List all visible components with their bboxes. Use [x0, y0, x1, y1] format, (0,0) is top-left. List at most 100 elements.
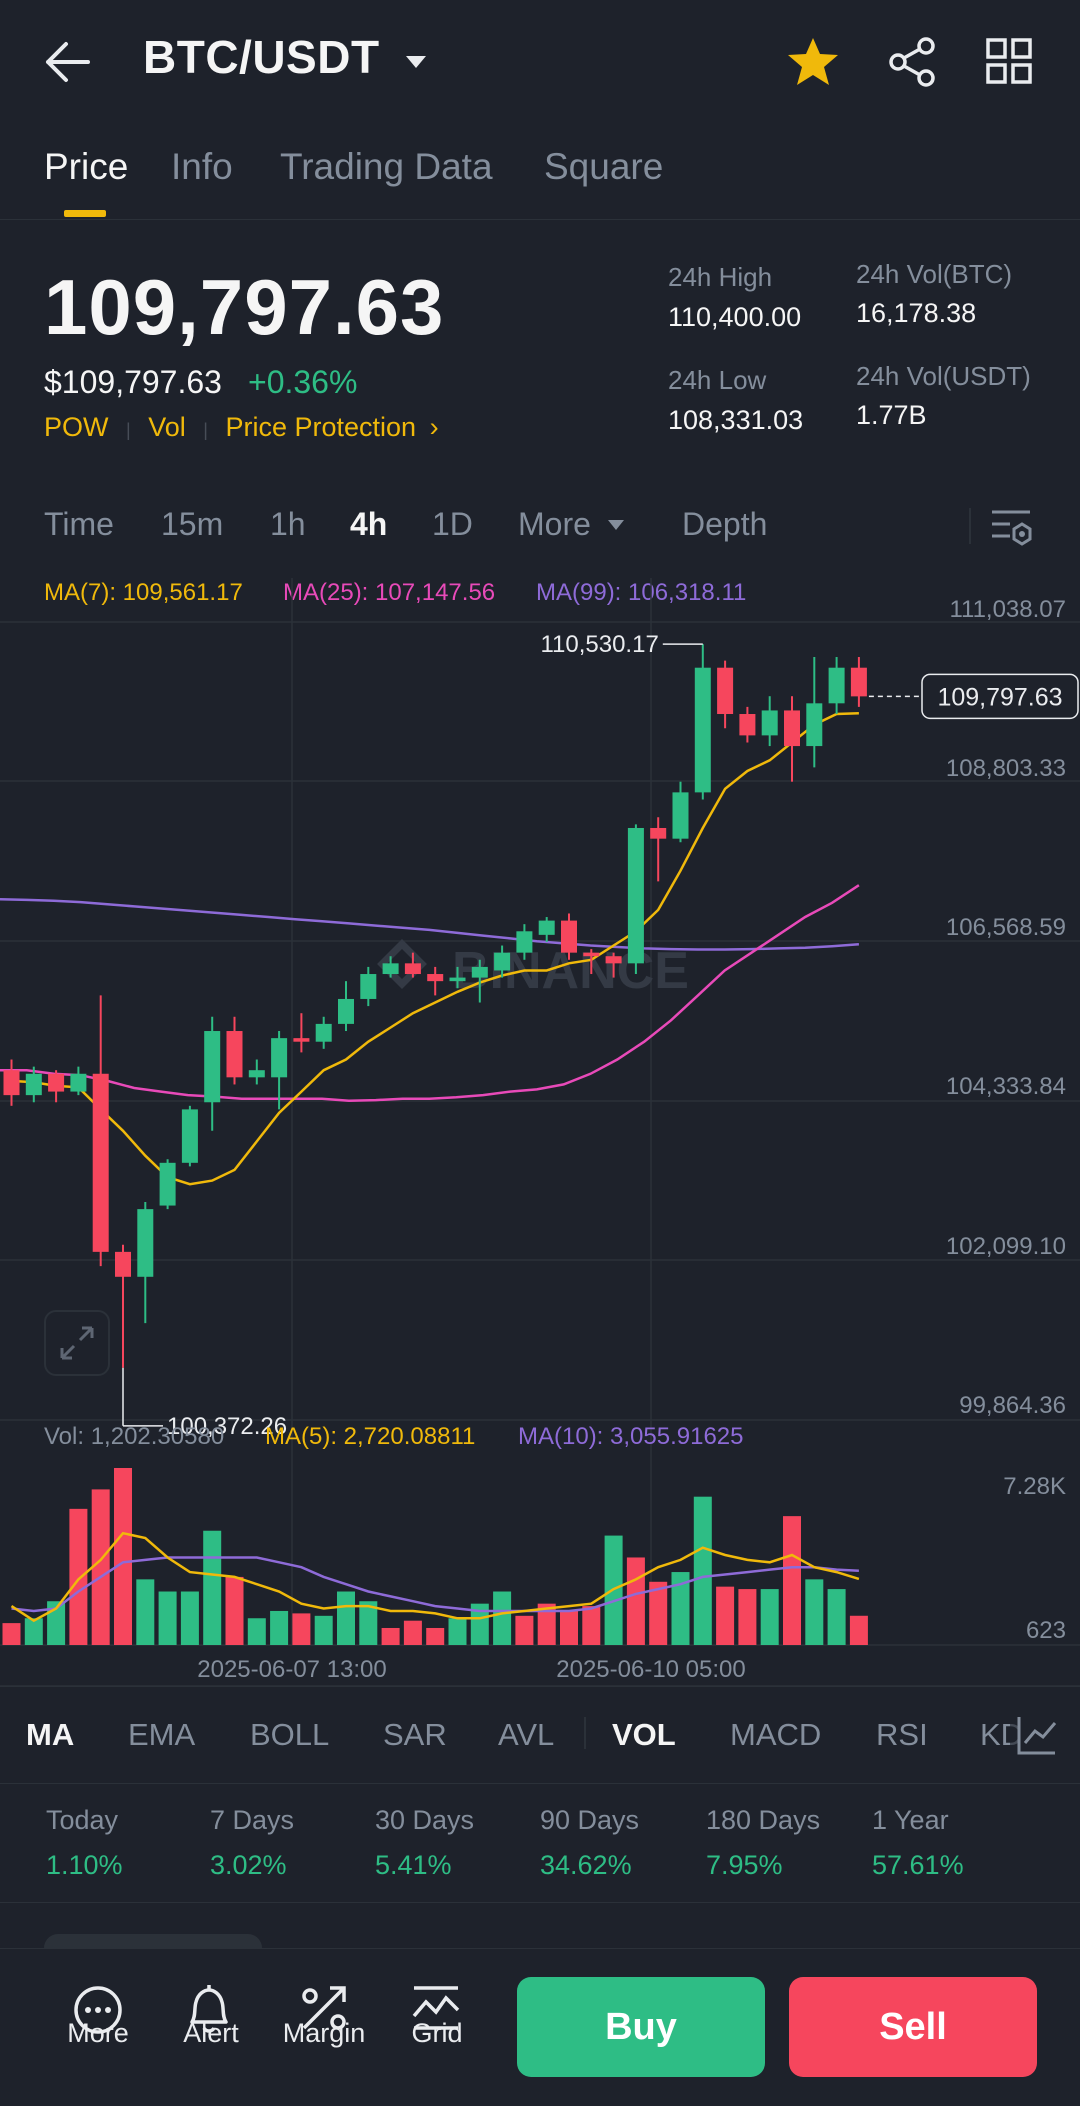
trading-pair-title[interactable]: BTC/USDT	[143, 31, 380, 83]
low-label: 24h Low	[668, 365, 767, 395]
indicator-tabs: MA EMA BOLL SAR AVL VOL MACD RSI KDJ	[0, 1686, 1080, 1784]
vol-btc-value: 16,178.38	[856, 298, 977, 328]
price-axis-label: 111,038.07	[949, 596, 1066, 623]
volume-bar	[24, 1618, 43, 1645]
indicator-macd[interactable]: MACD	[730, 1717, 822, 1752]
indicator-settings-icon[interactable]	[1015, 1713, 1059, 1757]
price-axis-label: 106,568.59	[946, 914, 1066, 941]
tab-price[interactable]: Price	[44, 146, 129, 187]
price-axis-label: 99,864.36	[959, 1392, 1066, 1419]
share-icon[interactable]	[886, 36, 938, 88]
expand-icon	[60, 1326, 94, 1360]
grid-bot-icon[interactable]	[410, 1984, 462, 2032]
candle-body	[48, 1073, 65, 1092]
interval-more[interactable]: More	[518, 506, 591, 542]
caret-down-icon[interactable]	[404, 54, 428, 70]
divider	[0, 1902, 1080, 1903]
vol-label: Vol: 1,202.30580	[44, 1423, 225, 1450]
perf-value-30d: 5.41%	[375, 1850, 452, 1880]
top-app-bar: BTC/USDT	[0, 0, 1080, 125]
indicator-boll[interactable]: BOLL	[250, 1717, 330, 1752]
perf-value-180d: 7.95%	[706, 1850, 783, 1880]
chart-settings-icon[interactable]	[990, 508, 1034, 546]
more-button-label[interactable]: More	[67, 2018, 129, 2048]
candle-body	[516, 931, 533, 953]
indicator-ma[interactable]: MA	[26, 1717, 75, 1752]
volume-bar	[783, 1516, 801, 1645]
indicator-sar[interactable]: SAR	[383, 1717, 447, 1752]
price-chart[interactable]: BINANCE111,038.07108,803.33106,568.59104…	[0, 568, 1080, 1686]
candle-body	[159, 1162, 176, 1206]
volume-bar	[515, 1615, 534, 1645]
perf-value-today: 1.10%	[46, 1850, 123, 1880]
candle-body	[650, 827, 667, 839]
volume-bar	[69, 1508, 88, 1645]
volume-bar	[693, 1496, 712, 1645]
volume-bar	[247, 1618, 266, 1645]
volume-bar	[849, 1615, 868, 1645]
vol-ma10-line	[11, 1556, 859, 1613]
interval-depth[interactable]: Depth	[682, 506, 768, 542]
perf-label-90d: 90 Days	[540, 1805, 640, 1835]
candle-body	[538, 920, 555, 935]
volume-bar	[91, 1489, 110, 1645]
grid-button-label[interactable]: Grid	[411, 2018, 463, 2048]
tab-square[interactable]: Square	[544, 146, 664, 187]
candle-body	[92, 1073, 109, 1252]
indicator-rsi[interactable]: RSI	[876, 1717, 928, 1752]
candle-body	[248, 1070, 265, 1078]
alert-button-label[interactable]: Alert	[183, 2018, 239, 2048]
volume-bar	[381, 1627, 400, 1645]
perf-value-7d: 3.02%	[210, 1850, 287, 1880]
interval-15m[interactable]: 15m	[161, 506, 224, 542]
bell-icon[interactable]	[184, 1982, 234, 2036]
volume-bar	[671, 1572, 690, 1645]
watermark-logo	[377, 939, 427, 989]
volume-bar	[448, 1618, 467, 1645]
ma7-label: MA(7): 109,561.17	[44, 579, 243, 606]
interval-time[interactable]: Time	[44, 506, 114, 542]
candle-body	[739, 714, 756, 736]
volume-bar	[114, 1468, 132, 1645]
vol-usdt-label: 24h Vol(USDT)	[856, 361, 1031, 391]
margin-button-label[interactable]: Margin	[282, 2018, 366, 2048]
indicator-vol[interactable]: VOL	[612, 1717, 676, 1752]
price-axis-label: 104,333.84	[946, 1073, 1066, 1100]
more-icon[interactable]	[72, 1984, 124, 2036]
candle-body	[338, 998, 354, 1024]
price-axis-label: 108,803.33	[946, 755, 1066, 782]
candle-body	[204, 1031, 221, 1103]
ma25-line	[0, 884, 860, 1103]
volume-bar	[180, 1591, 199, 1645]
tab-info[interactable]: Info	[171, 146, 233, 187]
tag-vol[interactable]: Vol	[148, 412, 186, 442]
back-arrow-icon[interactable]	[44, 40, 92, 84]
page-tabs: Price Info Trading Data Square	[0, 140, 1080, 220]
margin-icon[interactable]	[298, 1982, 350, 2034]
volume-bar	[136, 1579, 155, 1645]
interval-1d[interactable]: 1D	[432, 506, 473, 542]
indicator-avl[interactable]: AVL	[498, 1717, 555, 1752]
tag-price-protection[interactable]: Price Protection	[225, 412, 417, 442]
vol-btc-label: 24h Vol(BTC)	[856, 259, 1013, 289]
buy-button[interactable]: Buy	[517, 1977, 765, 2077]
usd-price: $109,797.63	[44, 364, 222, 400]
grid-icon[interactable]	[986, 38, 1032, 84]
star-icon[interactable]	[786, 36, 840, 88]
candle-body	[181, 1109, 198, 1163]
candle-body	[672, 792, 689, 839]
volume-bar	[716, 1586, 735, 1645]
perf-label-today: Today	[46, 1805, 119, 1835]
fullscreen-button[interactable]	[44, 1310, 110, 1376]
candle-body	[605, 956, 622, 964]
interval-1h[interactable]: 1h	[270, 506, 306, 542]
tab-trading-data[interactable]: Trading Data	[280, 146, 493, 187]
tag-pow[interactable]: POW	[44, 412, 109, 442]
candle-body	[404, 963, 421, 975]
indicator-ema[interactable]: EMA	[128, 1717, 196, 1752]
x-axis-label: 2025-06-07 13:00	[197, 1656, 387, 1683]
perf-label-7d: 7 Days	[210, 1805, 295, 1835]
interval-4h[interactable]: 4h	[350, 506, 388, 542]
sell-button[interactable]: Sell	[789, 1977, 1037, 2077]
volume-bar	[537, 1603, 556, 1645]
